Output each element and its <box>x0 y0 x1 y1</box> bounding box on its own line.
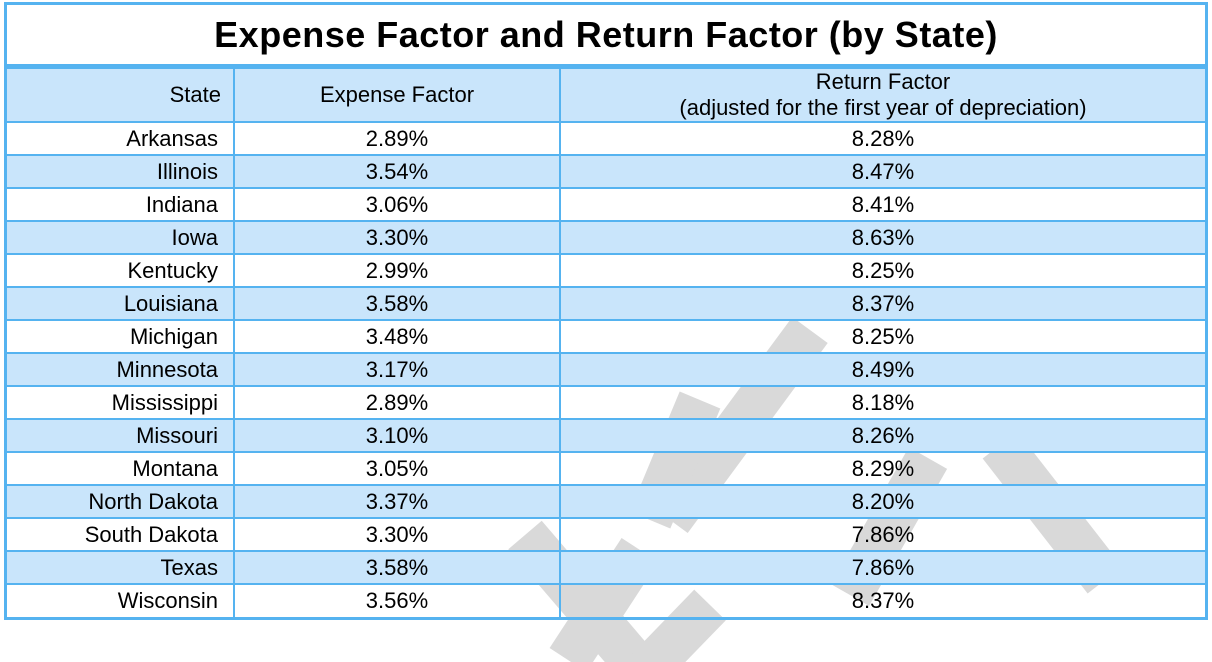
table-row: Illinois 3.54% 8.47% <box>7 154 1205 189</box>
table-row: Louisiana 3.58% 8.37% <box>7 286 1205 321</box>
return-factor-cell: 8.25% <box>559 319 1205 354</box>
state-cell: Montana <box>7 451 235 486</box>
expense-factor-cell: 3.30% <box>233 517 561 552</box>
state-cell: Wisconsin <box>7 583 235 617</box>
expense-return-table: State Expense Factor Return Factor (adju… <box>7 64 1205 617</box>
state-cell: Louisiana <box>7 286 235 321</box>
return-factor-cell: 8.37% <box>559 583 1205 617</box>
table-row: Texas 3.58% 7.86% <box>7 550 1205 585</box>
table-row: Michigan 3.48% 8.25% <box>7 319 1205 354</box>
expense-factor-cell: 2.89% <box>233 121 561 156</box>
table-body: Arkansas 2.89% 8.28% Illinois 3.54% 8.47… <box>7 121 1205 617</box>
state-cell: Kentucky <box>7 253 235 288</box>
page-title: Expense Factor and Return Factor (by Sta… <box>214 13 998 55</box>
expense-factor-cell: 3.10% <box>233 418 561 453</box>
return-factor-cell: 8.25% <box>559 253 1205 288</box>
return-factor-cell: 8.28% <box>559 121 1205 156</box>
table-row: Missouri 3.10% 8.26% <box>7 418 1205 453</box>
return-factor-cell: 8.63% <box>559 220 1205 255</box>
expense-factor-cell: 3.30% <box>233 220 561 255</box>
table-row: Mississippi 2.89% 8.18% <box>7 385 1205 420</box>
state-cell: Mississippi <box>7 385 235 420</box>
table-row: South Dakota 3.30% 7.86% <box>7 517 1205 552</box>
state-cell: Illinois <box>7 154 235 189</box>
expense-factor-cell: 2.89% <box>233 385 561 420</box>
return-factor-cell: 8.29% <box>559 451 1205 486</box>
expense-factor-cell: 3.17% <box>233 352 561 387</box>
state-cell: Arkansas <box>7 121 235 156</box>
state-cell: North Dakota <box>7 484 235 519</box>
table-row: Montana 3.05% 8.29% <box>7 451 1205 486</box>
state-cell: Indiana <box>7 187 235 222</box>
table-row: Wisconsin 3.56% 8.37% <box>7 583 1205 617</box>
expense-factor-cell: 3.54% <box>233 154 561 189</box>
state-cell: South Dakota <box>7 517 235 552</box>
column-header-return-factor-label: Return Factor <box>815 69 951 94</box>
return-factor-cell: 7.86% <box>559 550 1205 585</box>
header-row: State Expense Factor Return Factor (adju… <box>7 64 1205 123</box>
expense-factor-cell: 3.58% <box>233 286 561 321</box>
column-header-expense-factor: Expense Factor <box>233 64 561 123</box>
return-factor-cell: 8.37% <box>559 286 1205 321</box>
table-row: Arkansas 2.89% 8.28% <box>7 121 1205 156</box>
expense-factor-cell: 3.58% <box>233 550 561 585</box>
return-factor-cell: 8.26% <box>559 418 1205 453</box>
expense-factor-cell: 3.06% <box>233 187 561 222</box>
table-row: Iowa 3.30% 8.63% <box>7 220 1205 255</box>
table-row: North Dakota 3.37% 8.20% <box>7 484 1205 519</box>
expense-factor-cell: 3.05% <box>233 451 561 486</box>
return-factor-cell: 8.18% <box>559 385 1205 420</box>
table-header: State Expense Factor Return Factor (adju… <box>7 64 1205 123</box>
return-factor-cell: 8.20% <box>559 484 1205 519</box>
title-band: Expense Factor and Return Factor (by Sta… <box>7 5 1205 64</box>
expense-factor-cell: 2.99% <box>233 253 561 288</box>
expense-factor-cell: 3.37% <box>233 484 561 519</box>
table-row: Minnesota 3.17% 8.49% <box>7 352 1205 387</box>
state-cell: Iowa <box>7 220 235 255</box>
table-frame: Expense Factor and Return Factor (by Sta… <box>4 2 1208 620</box>
expense-factor-cell: 3.56% <box>233 583 561 617</box>
state-cell: Minnesota <box>7 352 235 387</box>
state-cell: Missouri <box>7 418 235 453</box>
column-header-return-factor: Return Factor (adjusted for the first ye… <box>559 64 1205 123</box>
return-factor-cell: 8.47% <box>559 154 1205 189</box>
return-factor-cell: 8.41% <box>559 187 1205 222</box>
column-header-return-factor-note: (adjusted for the first year of deprecia… <box>679 95 1087 120</box>
return-factor-cell: 7.86% <box>559 517 1205 552</box>
state-cell: Texas <box>7 550 235 585</box>
return-factor-cell: 8.49% <box>559 352 1205 387</box>
table-row: Kentucky 2.99% 8.25% <box>7 253 1205 288</box>
expense-factor-cell: 3.48% <box>233 319 561 354</box>
column-header-state: State <box>7 64 235 123</box>
state-cell: Michigan <box>7 319 235 354</box>
table-row: Indiana 3.06% 8.41% <box>7 187 1205 222</box>
